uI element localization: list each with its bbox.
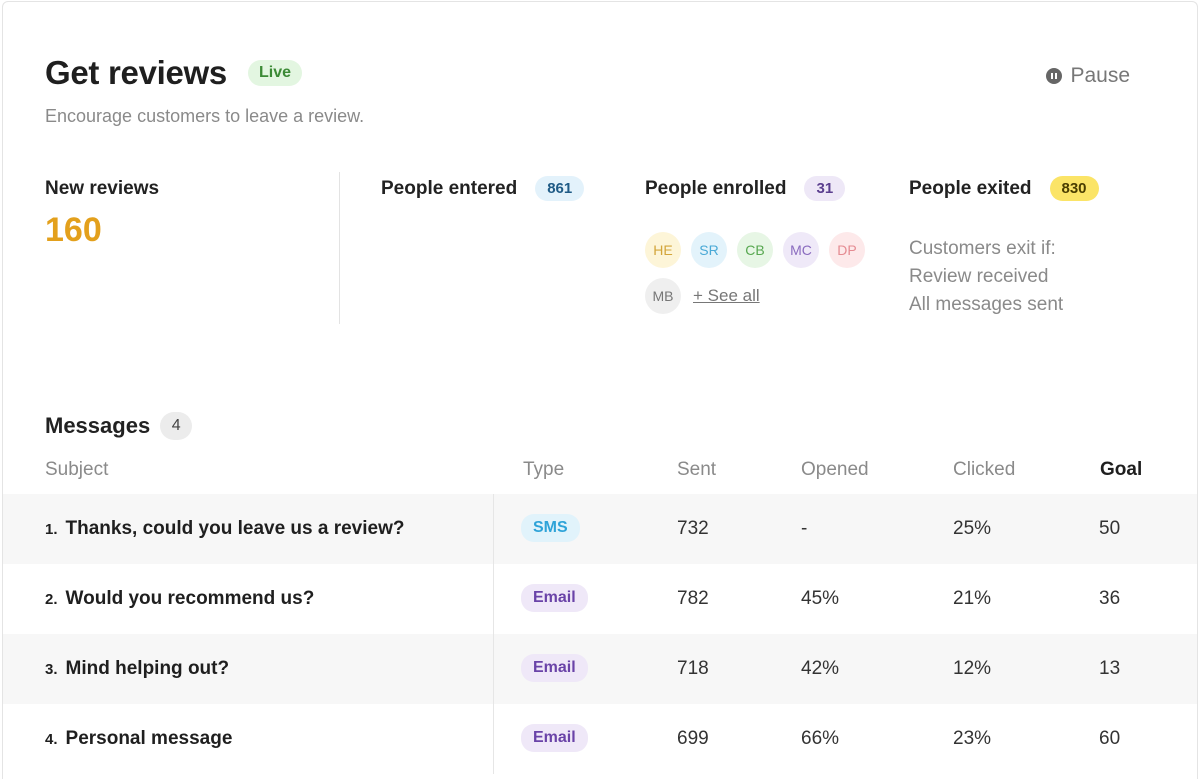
avatar[interactable]: DP [829, 232, 865, 268]
campaign-header: Get reviews Live Encourage customers to … [45, 54, 1157, 134]
column-divider [493, 704, 494, 774]
avatar[interactable]: CB [737, 232, 773, 268]
title-row: Get reviews Live [45, 54, 1157, 92]
opened-cell: - [801, 518, 808, 539]
subject-text: Would you recommend us? [65, 588, 315, 609]
column-header-sent[interactable]: Sent [677, 459, 717, 480]
stat-people-enrolled: People enrolled 31 HE SR CB MC DP MB + S… [645, 176, 875, 314]
clicked-cell: 25% [953, 518, 992, 539]
exit-condition: Review received [909, 266, 1049, 287]
pause-button[interactable]: Pause [1046, 64, 1130, 88]
stat-people-entered: People entered 861 [381, 176, 585, 201]
column-header-clicked[interactable]: Clicked [953, 459, 1016, 480]
type-badge: SMS [521, 514, 580, 542]
stat-label: People exited [909, 177, 1032, 199]
goal-cell: 36 [1099, 588, 1121, 609]
clicked-cell: 23% [953, 728, 992, 749]
type-badge: Email [521, 724, 588, 752]
stat-label: New reviews [45, 178, 160, 199]
subject-cell: 1. Thanks, could you leave us a review? [45, 518, 404, 540]
goal-cell: 60 [1099, 728, 1121, 749]
column-divider [493, 634, 494, 704]
column-divider [493, 564, 494, 634]
table-row[interactable]: 2. Would you recommend us? Email 782 45% … [3, 564, 1197, 634]
stat-people-exited: People exited 830 Customers exit if: Rev… [909, 176, 1099, 319]
table-header: Subject Type Sent Opened Clicked Goal [3, 450, 1197, 494]
goal-cell: 50 [1099, 518, 1121, 539]
page-subtitle: Encourage customers to leave a review. [45, 106, 365, 126]
avatar[interactable]: HE [645, 232, 681, 268]
stat-label: People entered [381, 177, 518, 199]
exit-condition: All messages sent [909, 294, 1064, 315]
subject-cell: 3. Mind helping out? [45, 658, 229, 680]
status-badge: Live [247, 60, 302, 86]
clicked-cell: 12% [953, 658, 992, 679]
pause-label: Pause [1070, 64, 1130, 87]
subject-text: Personal message [65, 728, 233, 749]
opened-cell: 42% [801, 658, 840, 679]
exit-conditions: Customers exit if: Review received All m… [909, 235, 1099, 319]
entered-count-badge: 861 [535, 176, 585, 201]
subject-text: Thanks, could you leave us a review? [65, 518, 405, 539]
enrolled-avatars: HE SR CB MC DP MB + See all [645, 232, 875, 314]
table-row[interactable]: 3. Mind helping out? Email 718 42% 12% 13 [3, 634, 1197, 704]
enrolled-count-badge: 31 [804, 176, 846, 201]
subject-cell: 4. Personal message [45, 728, 232, 750]
column-divider [493, 494, 494, 564]
column-header-subject[interactable]: Subject [45, 459, 109, 480]
stat-new-reviews: New reviews 160 [45, 178, 159, 250]
row-number: 3. [45, 661, 58, 678]
row-number: 2. [45, 591, 58, 608]
messages-table: Subject Type Sent Opened Clicked Goal 1.… [3, 450, 1197, 774]
messages-header: Messages 4 [45, 412, 193, 440]
subject-text: Mind helping out? [65, 658, 230, 679]
clicked-cell: 21% [953, 588, 992, 609]
see-all-link[interactable]: + See all [693, 286, 760, 305]
exit-heading: Customers exit if: [909, 238, 1056, 259]
goal-cell: 13 [1099, 658, 1121, 679]
avatar[interactable]: MC [783, 232, 819, 268]
sent-cell: 732 [677, 518, 709, 539]
stat-label: People enrolled [645, 177, 787, 199]
type-badge: Email [521, 654, 588, 682]
exited-count-badge: 830 [1049, 176, 1099, 201]
new-reviews-value: 160 [45, 211, 102, 249]
type-badge: Email [521, 584, 588, 612]
row-number: 4. [45, 731, 58, 748]
opened-cell: 66% [801, 728, 840, 749]
avatar[interactable]: SR [691, 232, 727, 268]
table-row[interactable]: 4. Personal message Email 699 66% 23% 60 [3, 704, 1197, 774]
pause-icon [1046, 68, 1063, 84]
opened-cell: 45% [801, 588, 840, 609]
row-number: 1. [45, 521, 58, 538]
column-header-goal[interactable]: Goal [1100, 459, 1143, 480]
messages-count-badge: 4 [160, 412, 193, 440]
stats-divider [339, 172, 340, 324]
column-header-type[interactable]: Type [523, 459, 565, 480]
messages-title: Messages [45, 413, 151, 438]
avatar[interactable]: MB [645, 278, 681, 314]
sent-cell: 699 [677, 728, 709, 749]
page-title: Get reviews [45, 54, 227, 91]
sent-cell: 782 [677, 588, 709, 609]
subject-cell: 2. Would you recommend us? [45, 588, 314, 610]
stats-section: New reviews 160 People entered 861 Peopl… [45, 172, 1157, 327]
table-row[interactable]: 1. Thanks, could you leave us a review? S… [3, 494, 1197, 564]
column-header-opened[interactable]: Opened [801, 459, 869, 480]
sent-cell: 718 [677, 658, 709, 679]
